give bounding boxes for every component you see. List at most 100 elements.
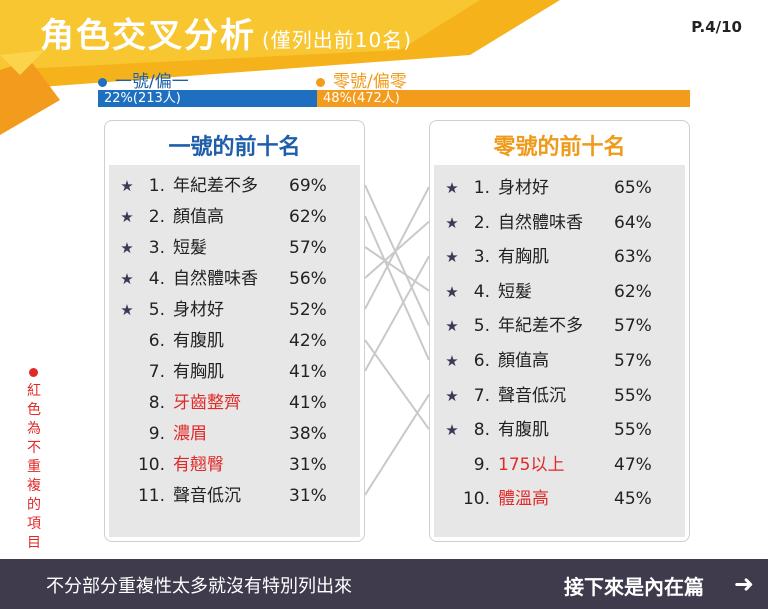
side-note: 紅色為不重複的項目 — [27, 383, 41, 551]
top-panel-title: 一號的前十名 — [168, 135, 301, 160]
item-label: 牙齒整齊 — [173, 393, 241, 413]
note-dot — [29, 368, 38, 377]
rank-number: 2. — [148, 207, 165, 227]
item-percent: 62% — [614, 281, 652, 302]
ratio-bar-right: 48%(472人) — [317, 90, 690, 107]
item-percent: 52% — [289, 300, 327, 320]
item-percent: 41% — [289, 362, 327, 382]
ratio-bar-left: 22%(213人) — [98, 90, 318, 107]
item-label: 顏值高 — [173, 207, 224, 227]
item-percent: 38% — [289, 424, 327, 444]
item-label: 聲音低沉 — [498, 385, 566, 406]
item-label: 有腹肌 — [173, 331, 224, 351]
item-label: 有腹肌 — [498, 420, 549, 441]
rank-number: 3. — [473, 247, 490, 268]
item-label: 體溫高 — [498, 489, 549, 510]
rank-number: 1. — [148, 176, 165, 196]
bottom-panel-title: 零號的前十名 — [493, 135, 626, 160]
connection-line — [364, 186, 430, 310]
item-label: 顏值高 — [498, 351, 549, 371]
item-label: 聲音低沉 — [173, 486, 241, 506]
star-icon: ★ — [445, 282, 459, 301]
item-percent: 45% — [614, 489, 652, 510]
star-icon: ★ — [445, 248, 459, 267]
arrow-right-icon[interactable]: ➜ — [733, 570, 754, 598]
legend-bottom: 零號/偏零 — [316, 67, 407, 92]
rank-number: 10. — [462, 489, 490, 510]
star-icon: ★ — [445, 213, 459, 232]
item-label: 自然體味香 — [498, 212, 583, 233]
rank-number: 6. — [148, 331, 165, 351]
item-label: 身材好 — [498, 178, 549, 198]
item-percent: 47% — [614, 454, 652, 475]
star-icon: ★ — [445, 179, 459, 197]
item-percent: 63% — [614, 247, 652, 268]
star-icon: ★ — [120, 208, 134, 226]
item-label: 自然體味香 — [173, 269, 258, 289]
item-percent: 57% — [614, 316, 652, 337]
item-label: 短髮 — [173, 238, 207, 258]
legend-dot-blue — [98, 77, 107, 87]
connection-line — [364, 255, 430, 372]
rank-number: 1. — [473, 178, 490, 198]
ratio-bar: 22%(213人) 48%(472人) — [98, 90, 690, 107]
rank-number: 9. — [473, 454, 490, 475]
item-percent: 42% — [289, 331, 327, 351]
item-percent: 31% — [289, 455, 327, 475]
legend-label-right: 零號/偏零 — [333, 72, 407, 92]
item-percent: 57% — [614, 351, 652, 371]
page-title: 角色交叉分析 (僅列出前10名) — [40, 8, 412, 57]
connection-line — [364, 220, 430, 279]
item-label: 有胸肌 — [498, 247, 549, 268]
rank-number: 3. — [148, 238, 165, 258]
star-icon: ★ — [120, 270, 134, 288]
connection-line — [364, 184, 430, 326]
title-text: 角色交叉分析 — [40, 16, 256, 56]
title-subtitle: (僅列出前10名) — [262, 28, 413, 52]
connection-line — [364, 246, 430, 292]
item-label: 短髮 — [498, 281, 532, 302]
rank-number: 2. — [473, 212, 490, 233]
item-label: 年紀差不多 — [498, 316, 583, 337]
star-icon: ★ — [445, 317, 459, 336]
item-label: 身材好 — [173, 300, 224, 320]
bottom-ranking-panel: 零號的前十名 ★ 1. 身材好 65% ★ 2. 自然體味香 64% ★ 3. 有胸肌 63% ★ 4. 短… — [429, 120, 690, 542]
item-percent: 56% — [289, 269, 327, 289]
connection-line — [364, 215, 430, 361]
next-section-link[interactable]: 接下來是內在篇 — [564, 575, 704, 599]
page-number: P.4/10 — [691, 18, 742, 36]
header-background — [0, 0, 560, 135]
item-percent: 57% — [289, 238, 327, 258]
top-ranking-panel: 一號的前十名 ★ 1. 年紀差不多 69% ★ 2. 顏值高 62% ★ 3. 短髮 57% ★ 4. 自然… — [104, 120, 365, 542]
rank-number: 7. — [473, 385, 490, 406]
item-label: 有胸肌 — [173, 362, 224, 382]
item-percent: 41% — [289, 393, 327, 413]
star-icon: ★ — [120, 239, 134, 257]
item-percent: 62% — [289, 207, 327, 227]
item-percent: 55% — [614, 420, 652, 441]
bottom-panel-band — [434, 165, 685, 537]
footer: 不分部分重複性太多就沒有特別列出來 接下來是內在篇 ➜ — [0, 559, 768, 609]
legend-top-bottom: 一號/偏一 — [98, 67, 189, 92]
item-percent: 31% — [289, 486, 327, 506]
footer-note: 不分部分重複性太多就沒有特別列出來 — [46, 576, 352, 597]
connection-line — [364, 394, 430, 496]
rank-number: 5. — [148, 300, 165, 320]
star-icon: ★ — [445, 386, 459, 405]
item-label: 濃眉 — [173, 424, 207, 444]
star-icon: ★ — [445, 421, 459, 440]
rank-number: 9. — [148, 424, 165, 444]
rank-number: 6. — [473, 351, 490, 371]
top-panel-band — [109, 165, 360, 537]
header: 角色交叉分析 (僅列出前10名) P.4/10 — [0, 0, 768, 135]
rank-number: 7. — [148, 362, 165, 382]
legend-label-left: 一號/偏一 — [115, 72, 189, 92]
item-label: 有翹臀 — [173, 455, 224, 475]
rank-number: 8. — [148, 393, 165, 413]
star-icon: ★ — [120, 301, 134, 319]
item-percent: 65% — [614, 178, 652, 198]
rank-number: 5. — [473, 316, 490, 337]
item-percent: 55% — [614, 385, 652, 406]
item-percent: 69% — [289, 176, 327, 196]
legend-dot-orange — [316, 77, 325, 87]
